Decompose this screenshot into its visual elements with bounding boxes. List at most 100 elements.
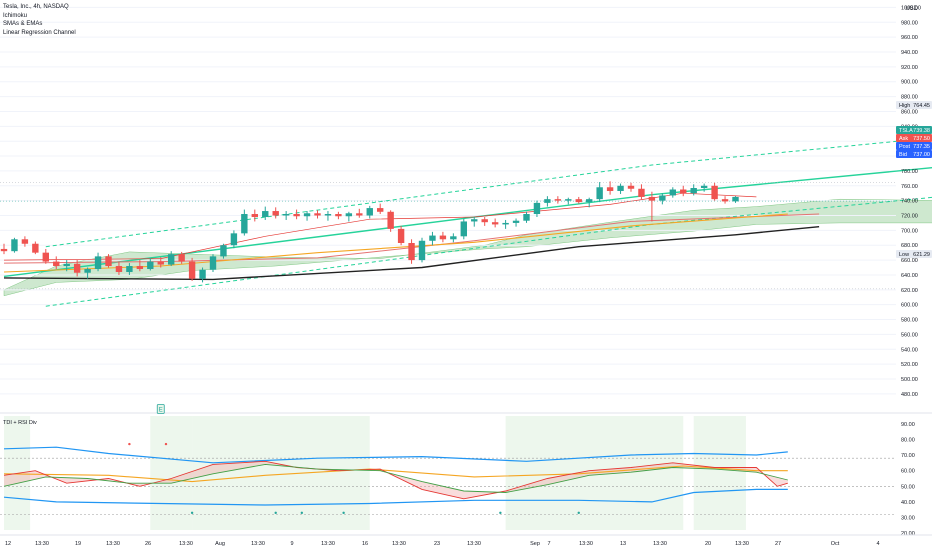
ichimoku-cloud	[3, 198, 932, 297]
candle	[147, 258, 154, 271]
divergence-dot	[577, 511, 580, 515]
candle	[178, 251, 185, 264]
candle	[84, 267, 91, 279]
candle-body	[126, 266, 133, 272]
price-tick-label: 940.00	[901, 50, 918, 56]
price-tag-label: Ask	[899, 136, 908, 142]
legend-indicator-ichimoku[interactable]: Ichimoku	[3, 12, 28, 19]
candle-body	[721, 199, 729, 202]
price-tick-label: 960.00	[901, 35, 918, 41]
price-tick-label: 920.00	[901, 65, 918, 71]
candle	[554, 196, 562, 204]
candle-body	[418, 240, 426, 261]
candle-body	[21, 239, 29, 244]
candle-body	[711, 185, 718, 200]
candle	[418, 237, 426, 263]
tdi-tick-label: 70.00	[901, 453, 915, 459]
candle-body	[732, 196, 739, 202]
candle-body	[356, 213, 363, 216]
candle-body	[115, 266, 123, 272]
divergence-dot	[300, 511, 304, 515]
legend-indicator-smas-emas[interactable]: SMAs & EMAs	[3, 21, 43, 28]
candle-body	[157, 261, 164, 265]
candle	[408, 239, 415, 264]
candle-body	[460, 221, 467, 237]
divergence-dot	[499, 511, 502, 515]
price-tag-label: Low	[899, 252, 909, 258]
price-tick-label: 900.00	[901, 80, 918, 86]
candle-body	[314, 213, 321, 216]
time-tick-label: 13:30	[579, 541, 593, 547]
time-tick-label: 20	[705, 541, 711, 547]
indicator-title[interactable]: TDI + RSI Div	[3, 420, 37, 426]
price-tick-label: 680.00	[901, 243, 918, 249]
price-tag-value: 737.50	[913, 136, 930, 142]
candle	[282, 211, 290, 220]
price-tick-label: 880.00	[901, 95, 918, 101]
candle-body	[648, 196, 656, 201]
candle-body	[324, 214, 332, 216]
candle	[523, 211, 530, 223]
tdi-tick-label: 80.00	[901, 437, 915, 443]
candle	[680, 185, 687, 197]
time-tick-label: 13:30	[653, 541, 667, 547]
candle-body	[220, 245, 227, 257]
divergence-dot	[342, 511, 345, 515]
chart-legend: Tesla, Inc., 4h, NASDAQ Ichimoku SMAs & …	[3, 3, 76, 38]
candle-body	[512, 220, 520, 223]
candle-body	[680, 189, 687, 194]
divergence-dot	[274, 511, 277, 515]
price-tag-bg	[896, 134, 932, 142]
candle-body	[178, 254, 185, 262]
candle	[345, 211, 353, 222]
candle-body	[293, 214, 300, 217]
time-tick-label: 13:30	[179, 541, 193, 547]
candle	[565, 197, 572, 205]
time-tick-label: Aug	[215, 541, 225, 547]
tdi-rsi-slow	[3, 463, 788, 493]
candle-body	[168, 254, 175, 265]
price-tick-label: 660.00	[901, 258, 918, 264]
price-tag-low: Low 621.29	[896, 250, 932, 258]
candle-body	[345, 213, 353, 217]
candle	[648, 191, 656, 222]
time-tick-label: 13:30	[467, 541, 481, 547]
candle	[575, 196, 582, 204]
candle	[700, 183, 708, 192]
tdi-tick-label: 90.00	[901, 422, 915, 428]
candle	[387, 210, 394, 232]
currency-label: USD	[905, 6, 918, 12]
time-tick-label: 13:30	[35, 541, 49, 547]
candle	[42, 248, 49, 264]
candle-body	[230, 233, 238, 246]
ema-orange-line	[3, 213, 788, 273]
candle-body	[53, 261, 60, 267]
time-tick-label: 4	[876, 541, 879, 547]
candle-body	[241, 214, 248, 234]
price-tag-value: 621.29	[913, 252, 930, 258]
candle	[377, 203, 384, 215]
price-tick-label: 500.00	[901, 377, 918, 383]
candle	[94, 252, 102, 272]
sma-black-line	[3, 226, 820, 281]
candles: E	[0, 181, 739, 414]
candle-body	[272, 211, 279, 216]
tdi-middle-band	[3, 465, 788, 483]
price-tag-label: Bid	[899, 152, 907, 158]
time-tick-label: 13:30	[735, 541, 749, 547]
legend-indicator-regression[interactable]: Linear Regression Channel	[3, 30, 76, 37]
legend-symbol[interactable]: Tesla, Inc., 4h, NASDAQ	[3, 4, 69, 10]
candle-body	[700, 185, 708, 189]
candle	[711, 182, 718, 201]
candle	[32, 241, 39, 255]
tdi-lower-band	[3, 488, 788, 506]
price-tag-bg	[896, 150, 932, 158]
price-tag-label: TSLA	[899, 128, 913, 134]
candle	[188, 257, 196, 281]
candle-body	[596, 187, 603, 200]
candle	[491, 218, 499, 228]
candle-body	[377, 208, 384, 212]
candle	[53, 256, 60, 270]
candle-body	[554, 199, 562, 201]
